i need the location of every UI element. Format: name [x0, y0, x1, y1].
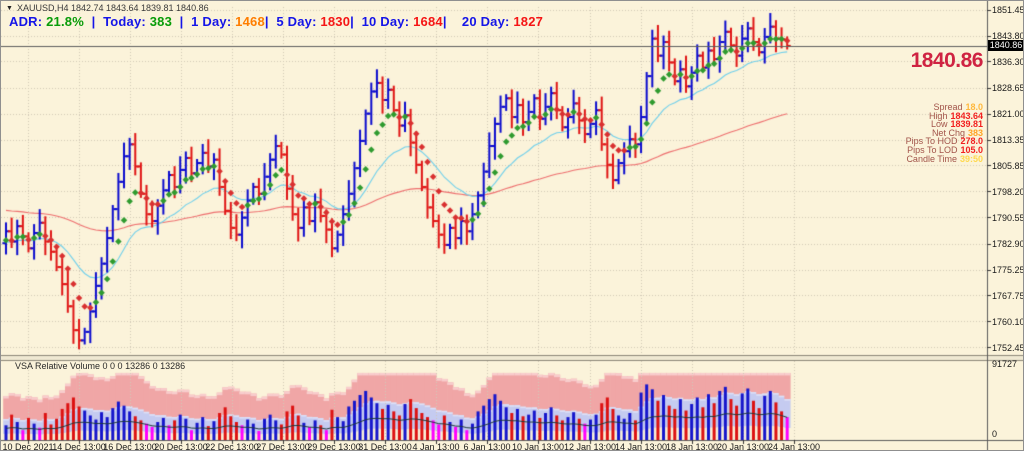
time-tick-label: 29 Dec 13:00 — [307, 442, 361, 451]
price-tick-label: 1851.45 — [992, 5, 1024, 16]
vsa-volume-label: VSA Relative Volume 0 0 0 13286 0 13286 — [15, 361, 186, 371]
info-row: Candle Time 39:50 — [906, 153, 983, 164]
price-tick-label: 1828.65 — [992, 83, 1024, 94]
adr-segment: 1830 — [320, 14, 351, 29]
adr-segment: 1827 — [513, 14, 544, 29]
time-tick-label: 14 Jan 13:00 — [614, 442, 668, 451]
price-tick-label: 1821.00 — [992, 109, 1024, 120]
time-tick-label: 6 Jan 13:00 — [463, 442, 511, 451]
info-row-value: 383 — [967, 127, 983, 138]
time-tick-label: 22 Dec 13:00 — [205, 442, 259, 451]
volume-axis-max-label: 91727 — [992, 359, 1018, 369]
info-row-label: Net Chg — [931, 127, 965, 138]
time-tick-label: 4 Jan 13:00 — [412, 442, 460, 451]
time-tick-label: 18 Jan 13:00 — [665, 442, 719, 451]
adr-segment: 1468 — [235, 14, 265, 29]
time-tick-label: 31 Dec 13:00 — [358, 442, 412, 451]
info-row-value: 278.0 — [960, 136, 983, 147]
info-row: Pips To HOD 278.0 — [906, 137, 983, 146]
info-row-label: Pips To LOD — [907, 144, 958, 155]
price-info-panel: 1840.86 Spread 18.0 High 1843.64 Low 1839.81 N… — [906, 18, 984, 164]
info-row-label: Low — [930, 119, 948, 130]
time-tick-label: 12 Jan 13:00 — [563, 442, 617, 451]
price-tick-label: 1775.25 — [992, 265, 1024, 276]
adr-segment: | — [264, 14, 277, 29]
time-tick-label: 16 Dec 13:00 — [103, 442, 157, 451]
current-price-tag: 1840.86 — [988, 40, 1023, 51]
price-tick-label: 1836.30 — [992, 56, 1024, 67]
info-row: Low 1839.81 — [906, 120, 983, 129]
volume-axis-min-label: 0 — [992, 429, 998, 439]
info-row-value: 105.0 — [960, 144, 983, 155]
current-price: 1840.86 — [910, 49, 984, 72]
price-tick-label: 1843.80 — [992, 31, 1024, 42]
info-row-value: 39:50 — [959, 153, 983, 164]
symbol-bar: ▼ XAUUSD,H4 1842.74 1843.64 1839.81 1840… — [6, 3, 209, 13]
adr-segment: 21.8% — [46, 14, 84, 29]
price-tick-label: 1805.85 — [992, 160, 1024, 171]
info-row-value: 18.0 — [965, 102, 983, 112]
adr-segment: 383 — [149, 14, 173, 29]
price-tick-label: 1752.45 — [992, 342, 1024, 353]
price-tick-label: 1782.90 — [992, 239, 1024, 250]
adr-segment: 5 Day: — [276, 14, 321, 29]
info-row-label: Candle Time — [906, 153, 957, 164]
time-tick-label: 10 Dec 2021 — [2, 442, 54, 451]
info-row: High 1843.64 — [906, 110, 983, 121]
time-tick-label: 10 Jan 13:00 — [511, 442, 565, 451]
price-tick-label: 1760.10 — [992, 316, 1024, 327]
adr-segment: 10 Day: — [361, 14, 414, 29]
price-tick-label: 1813.35 — [992, 135, 1024, 146]
adr-segment: ADR: — [9, 14, 47, 29]
adr-segment: 1 Day: — [191, 14, 236, 29]
info-row-value: 1839.81 — [950, 119, 983, 130]
time-tick-label: 27 Dec 13:00 — [256, 442, 310, 451]
adr-segment: | — [350, 14, 362, 29]
adr-segment: 1684 — [413, 14, 443, 29]
info-row-label: Pips To HOD — [905, 136, 958, 147]
info-row: Pips To LOD 105.0 — [906, 144, 983, 155]
time-tick-label: 14 Dec 13:00 — [52, 442, 106, 451]
time-tick-label: 20 Dec 13:00 — [154, 442, 208, 451]
adr-segment: Today: — [103, 14, 150, 29]
info-row-value: 1843.64 — [950, 110, 983, 121]
adr-segment: | — [83, 14, 104, 29]
info-row-label: High — [928, 110, 948, 121]
adr-segment: | — [442, 14, 462, 29]
price-tick-label: 1790.55 — [992, 212, 1024, 223]
adr-segment: | — [172, 14, 192, 29]
info-row-label: Spread — [933, 102, 963, 112]
panel-separator[interactable] — [1, 355, 1023, 361]
price-tick-label: 1798.20 — [992, 186, 1024, 197]
adr-segment: 20 Day: — [461, 14, 514, 29]
time-tick-label: 24 Jan 13:00 — [767, 442, 821, 451]
symbol-ohlc-text: XAUUSD,H4 1842.74 1843.64 1839.81 1840.8… — [16, 3, 209, 13]
info-row: Spread 18.0 — [906, 103, 983, 112]
time-tick-label: 20 Jan 13:00 — [716, 442, 770, 451]
price-tick-label: 1767.75 — [992, 290, 1024, 301]
adr-indicator-bar: ADR: 21.8% | Today: 383 | 1 Day: 1468| 5… — [9, 14, 543, 29]
info-row: Net Chg 383 — [906, 127, 983, 138]
collapse-triangle-icon[interactable]: ▼ — [6, 4, 13, 12]
